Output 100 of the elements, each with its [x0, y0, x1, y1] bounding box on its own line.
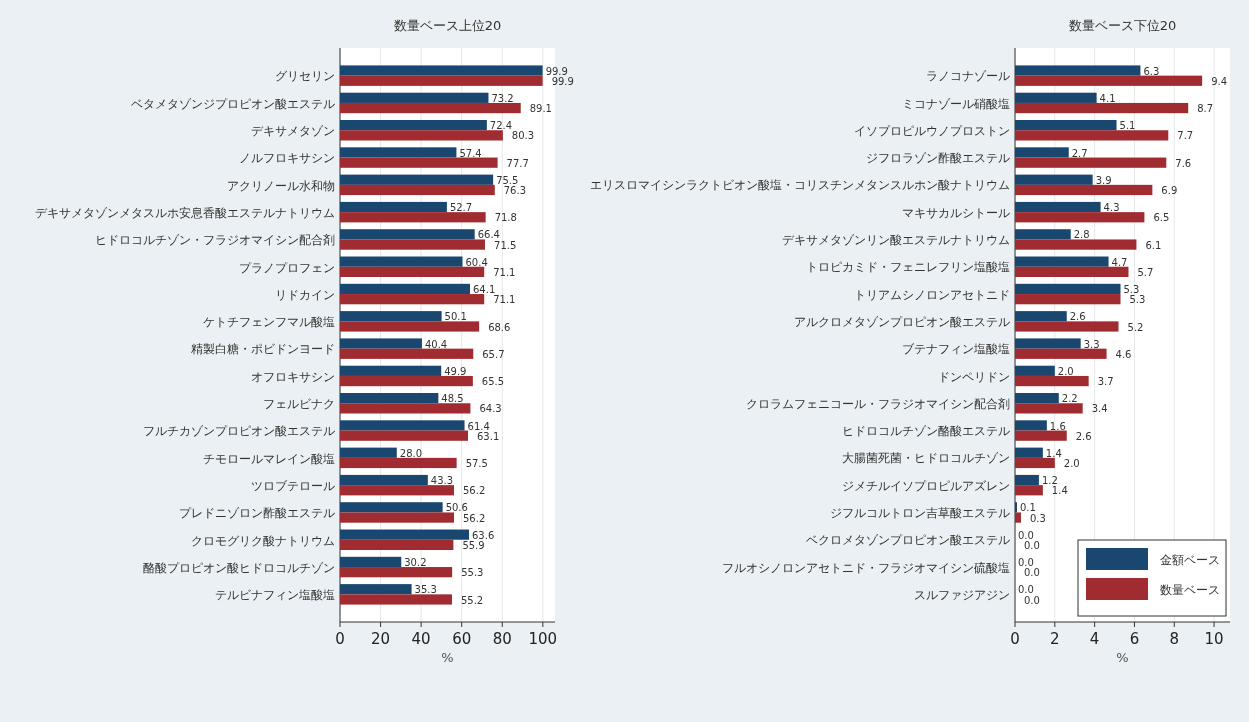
x-tick-label: 6 — [1129, 630, 1140, 648]
data-label: 0.0 — [1018, 529, 1034, 541]
y-tick-label: オフロキサシン — [251, 369, 335, 384]
data-label: 71.8 — [494, 212, 517, 224]
data-label: 0.1 — [1019, 502, 1036, 514]
bar — [1015, 256, 1109, 267]
bar — [1015, 474, 1039, 486]
bar — [340, 311, 442, 322]
bar — [340, 130, 503, 141]
data-label: 61.4 — [467, 420, 490, 432]
bar — [1015, 75, 1203, 86]
bar — [340, 174, 494, 185]
data-label: 48.5 — [441, 393, 464, 405]
bar — [340, 348, 474, 359]
x-tick-label: 2 — [1050, 630, 1060, 648]
data-label: 30.2 — [404, 557, 427, 569]
x-tick-label: 80 — [492, 630, 512, 648]
bar — [340, 457, 457, 469]
bar — [340, 157, 498, 168]
y-tick-label: ノルフロキサシン — [239, 151, 335, 166]
bar — [1015, 266, 1129, 277]
x-tick-label: 10 — [1204, 630, 1224, 648]
data-label: 4.6 — [1115, 348, 1132, 360]
data-label: 2.2 — [1061, 393, 1078, 405]
data-label: 63.1 — [476, 430, 500, 442]
bar — [340, 556, 402, 568]
y-tick-label: ジフルコルトロン吉草酸エステル — [830, 506, 1010, 521]
x-tick-label: 0 — [1010, 630, 1020, 648]
data-label: 9.4 — [1211, 75, 1228, 87]
bar — [340, 294, 485, 305]
bar — [1015, 457, 1055, 469]
y-tick-label: フルチカゾンプロピオン酸エステル — [143, 424, 335, 439]
bar — [1015, 201, 1101, 213]
data-label: 2.7 — [1071, 147, 1088, 159]
bar — [340, 529, 469, 540]
bar — [340, 184, 495, 196]
data-label: 76.3 — [503, 185, 527, 197]
data-label: 7.7 — [1177, 130, 1194, 142]
bar — [340, 539, 454, 550]
data-label: 0.0 — [1018, 557, 1034, 569]
data-label: 72.4 — [489, 120, 513, 132]
y-tick-label: ヒドロコルチゾン・フラジオマイシン配合剤 — [95, 233, 335, 248]
bar — [1015, 184, 1153, 196]
data-label: 43.3 — [430, 475, 454, 487]
data-label: 0.0 — [1024, 594, 1040, 606]
bar — [1015, 294, 1121, 305]
x-tick-label: 4 — [1089, 630, 1100, 648]
bar — [1015, 229, 1071, 240]
bar — [340, 584, 412, 595]
data-label: 71.1 — [493, 266, 516, 278]
y-tick-label: チモロールマレイン酸塩 — [203, 451, 335, 466]
bar — [1015, 212, 1145, 223]
x-tick-label: 40 — [411, 630, 431, 648]
data-label: 50.1 — [444, 311, 467, 323]
bar — [340, 212, 486, 223]
data-label: 1.2 — [1041, 475, 1058, 487]
data-label: 89.1 — [529, 103, 552, 115]
bar — [340, 512, 454, 523]
data-label: 50.6 — [445, 502, 468, 514]
data-label: 4.3 — [1103, 202, 1120, 214]
bar — [1015, 102, 1189, 114]
y-tick-label: プラノプロフェン — [239, 260, 335, 275]
y-tick-label: スルファジアジン — [914, 587, 1010, 602]
data-label: 4.7 — [1111, 256, 1128, 268]
chart-title: 数量ベース上位20 — [393, 18, 502, 33]
y-tick-label: ミコナゾール硝酸塩 — [902, 96, 1010, 111]
bar — [1015, 365, 1055, 376]
y-tick-label: 精製白糖・ポビドンヨード — [191, 342, 335, 357]
data-label: 55.3 — [461, 567, 484, 579]
bar — [340, 201, 447, 213]
bar — [340, 375, 473, 387]
y-tick-label: デキサメタゾン — [251, 124, 335, 139]
y-tick-label: クロラムフェニコール・フラジオマイシン配合剤 — [746, 396, 1010, 411]
bar — [340, 102, 521, 114]
x-tick-label: 20 — [371, 630, 391, 648]
data-label: 2.0 — [1063, 458, 1080, 470]
bar — [1015, 157, 1167, 168]
y-tick-label: トロピカミド・フェニレフリン塩酸塩 — [806, 260, 1010, 275]
y-tick-label: エリスロマイシンラクトビオン酸塩・コリスチンメタンスルホン酸ナトリウム — [590, 178, 1010, 193]
y-tick-label: グリセリン — [275, 69, 335, 84]
data-label: 49.9 — [444, 365, 467, 377]
y-tick-label: 大腸菌死菌・ヒドロコルチゾン — [842, 451, 1010, 466]
bar — [1015, 393, 1059, 404]
bar — [1015, 174, 1093, 185]
bar — [1015, 403, 1083, 414]
y-tick-label: トリアムシノロンアセトニド — [854, 287, 1010, 302]
bar — [340, 485, 454, 496]
bar — [340, 420, 465, 431]
y-tick-label: 酪酸プロピオン酸ヒドロコルチゾン — [143, 560, 335, 575]
data-label: 40.4 — [424, 338, 448, 350]
bar — [340, 266, 485, 277]
data-label: 57.5 — [465, 458, 488, 470]
bar — [340, 430, 468, 441]
data-label: 28.0 — [399, 447, 423, 459]
data-label: 3.9 — [1095, 174, 1112, 186]
bar — [340, 403, 471, 414]
x-tick-label: 60 — [452, 630, 472, 648]
data-label: 56.2 — [462, 485, 486, 497]
data-label: 65.5 — [481, 376, 505, 388]
data-label: 1.4 — [1045, 447, 1062, 459]
